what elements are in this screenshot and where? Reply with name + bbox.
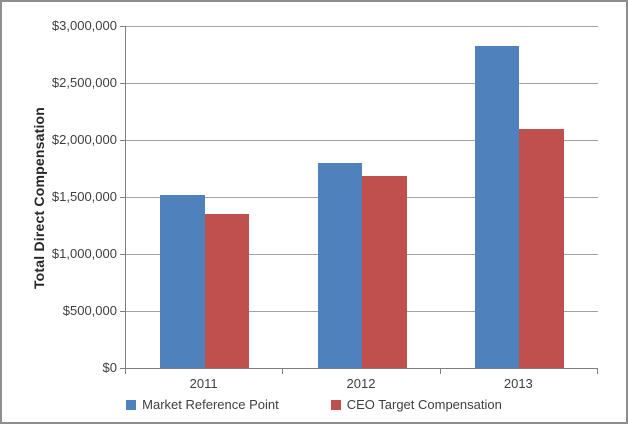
legend-label: CEO Target Compensation — [346, 397, 502, 412]
bar-market-reference-point-2011 — [160, 194, 205, 368]
y-axis-tick-mark — [120, 83, 125, 84]
y-axis-tick-label: $2,000,000 — [51, 132, 117, 147]
legend-swatch-icon — [330, 399, 341, 410]
bar-ceo-target-compensation-2012 — [362, 176, 407, 368]
gridline — [126, 83, 598, 84]
bar-ceo-target-compensation-2013 — [519, 128, 564, 368]
y-axis-tick-label: $2,500,000 — [51, 75, 117, 90]
x-axis-tick-label: 2012 — [346, 376, 376, 391]
y-axis-tick-label: $1,000,000 — [51, 246, 117, 261]
x-axis-tick-label: 2013 — [503, 376, 533, 391]
legend-item-market-reference-point: Market Reference Point — [126, 397, 279, 412]
bar-market-reference-point-2013 — [474, 45, 520, 368]
gridline — [126, 26, 598, 27]
legend-label: Market Reference Point — [142, 397, 279, 412]
bar-market-reference-point-2012 — [317, 162, 362, 368]
y-axis-tick-mark — [120, 26, 125, 27]
y-axis-tick-label: $3,000,000 — [51, 18, 117, 33]
y-axis-tick-label: $500,000 — [62, 303, 117, 318]
x-axis-tick-mark — [597, 369, 598, 374]
x-axis-tick-mark — [125, 369, 126, 374]
x-axis-tick-label: 2011 — [189, 376, 218, 391]
y-axis-tick-label: $1,500,000 — [51, 189, 117, 204]
x-axis-tick-mark — [439, 369, 441, 374]
y-axis-tick-mark — [120, 311, 125, 312]
y-axis-tick-mark — [120, 254, 125, 255]
y-axis-tick-mark — [120, 368, 125, 369]
legend-item-ceo-target-compensation: CEO Target Compensation — [330, 397, 502, 412]
gridline — [126, 140, 598, 141]
legend: Market Reference Point CEO Target Compens… — [2, 397, 626, 412]
plot-area — [125, 26, 598, 369]
bar-ceo-target-compensation-2011 — [204, 214, 250, 368]
x-axis-tick-mark — [282, 369, 284, 374]
legend-swatch-icon — [126, 399, 137, 410]
y-axis-tick-mark — [120, 140, 125, 141]
y-axis-tick-mark — [120, 197, 125, 198]
y-axis-tick-label: $0 — [102, 360, 117, 375]
